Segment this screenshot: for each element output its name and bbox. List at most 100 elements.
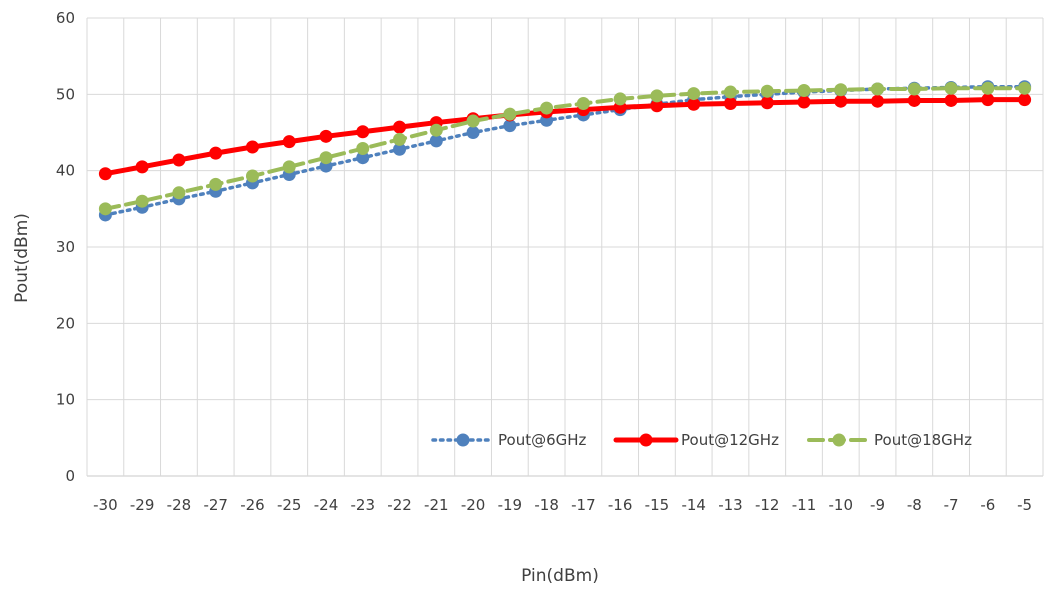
data-point — [687, 87, 701, 101]
y-tick-label: 20 — [56, 314, 75, 332]
series-3 — [98, 81, 1032, 216]
data-point — [356, 151, 370, 165]
data-point — [429, 134, 443, 148]
x-tick-label: -11 — [792, 496, 817, 514]
y-tick-label: 60 — [56, 9, 75, 27]
data-point — [576, 96, 590, 110]
data-point — [135, 160, 149, 174]
data-point — [723, 85, 737, 99]
x-tick-label: -19 — [498, 496, 523, 514]
data-point — [540, 101, 554, 115]
legend-label: Pout@6GHz — [498, 431, 587, 449]
data-point — [871, 94, 885, 108]
legend-swatch-marker — [639, 433, 653, 447]
x-tick-label: -29 — [130, 496, 155, 514]
x-tick-label: -14 — [681, 496, 706, 514]
x-tick-label: -15 — [645, 496, 670, 514]
legend-item: Pout@18GHz — [807, 431, 972, 449]
data-point — [834, 94, 848, 108]
data-point — [907, 93, 921, 107]
data-point — [1018, 93, 1032, 107]
x-tick-label: -13 — [718, 496, 743, 514]
x-tick-label: -25 — [277, 496, 302, 514]
y-tick-label: 30 — [56, 238, 75, 256]
data-point — [393, 142, 407, 156]
data-point — [797, 95, 811, 109]
x-tick-label: -21 — [424, 496, 449, 514]
x-tick-label: -5 — [1017, 496, 1032, 514]
x-tick-label: -12 — [755, 496, 780, 514]
data-point — [981, 81, 995, 95]
y-tick-label: 0 — [65, 467, 75, 485]
data-point — [834, 83, 848, 97]
data-point — [760, 84, 774, 98]
y-tick-label: 10 — [56, 391, 75, 409]
data-point — [319, 129, 333, 143]
data-point — [871, 82, 885, 96]
data-point — [172, 186, 186, 200]
y-tick-label: 50 — [56, 85, 75, 103]
data-point — [503, 107, 517, 121]
x-tick-label: -17 — [571, 496, 596, 514]
data-point — [466, 114, 480, 128]
data-point — [393, 132, 407, 146]
y-axis-title: Pout(dBm) — [12, 213, 32, 303]
data-point — [245, 169, 259, 183]
data-point — [319, 151, 333, 165]
x-tick-label: -28 — [167, 496, 192, 514]
x-tick-label: -16 — [608, 496, 633, 514]
data-point — [172, 153, 186, 167]
data-point — [907, 82, 921, 96]
data-point — [98, 202, 112, 216]
data-point — [98, 167, 112, 181]
x-tick-label: -8 — [907, 496, 922, 514]
x-tick-label: -22 — [387, 496, 412, 514]
data-point — [944, 93, 958, 107]
data-point — [1018, 81, 1032, 95]
series-layer — [98, 80, 1032, 222]
data-point — [797, 84, 811, 98]
data-point — [429, 123, 443, 137]
data-point — [466, 126, 480, 139]
data-point — [650, 99, 664, 113]
data-point — [356, 125, 370, 139]
data-point — [650, 89, 664, 103]
data-point — [981, 93, 995, 107]
data-point — [245, 140, 259, 154]
grid — [86, 17, 1044, 477]
x-tick-label: -6 — [980, 496, 995, 514]
data-point — [723, 96, 737, 110]
data-point — [760, 96, 774, 110]
data-point — [356, 142, 370, 156]
data-point — [613, 92, 627, 106]
x-tick-label: -23 — [351, 496, 376, 514]
x-tick-label: -10 — [829, 496, 854, 514]
x-tick-label: -30 — [93, 496, 118, 514]
x-tick-label: -9 — [870, 496, 885, 514]
legend-swatch-marker — [832, 433, 846, 447]
legend-item: Pout@6GHz — [431, 431, 587, 449]
data-point — [393, 120, 407, 134]
x-axis-title: Pin(dBm) — [521, 566, 599, 586]
data-point — [503, 119, 517, 133]
legend-label: Pout@18GHz — [874, 431, 972, 449]
y-tick-label: 40 — [56, 162, 75, 180]
x-tick-label: -27 — [203, 496, 228, 514]
x-tick-label: -24 — [314, 496, 339, 514]
x-tick-label: -26 — [240, 496, 265, 514]
legend-label: Pout@12GHz — [681, 431, 779, 449]
y-tick-labels: 0 10 20 30 40 50 60 — [56, 9, 75, 485]
data-point — [209, 177, 223, 191]
data-point — [135, 194, 149, 208]
legend: Pout@6GHz Pout@12GHz Pout@18GHz — [431, 431, 972, 449]
x-tick-label: -18 — [534, 496, 559, 514]
x-tick-label: -20 — [461, 496, 486, 514]
data-point — [687, 97, 701, 111]
x-tick-label: -7 — [944, 496, 959, 514]
data-point — [209, 146, 223, 160]
x-tick-labels: -30 -29 -28 -27 -26 -25 -24 -23 -22 -21 -20 -19 -18-… — [93, 496, 1032, 514]
legend-item: Pout@12GHz — [613, 431, 779, 449]
legend-swatch-marker — [456, 433, 470, 447]
data-point — [944, 81, 958, 95]
